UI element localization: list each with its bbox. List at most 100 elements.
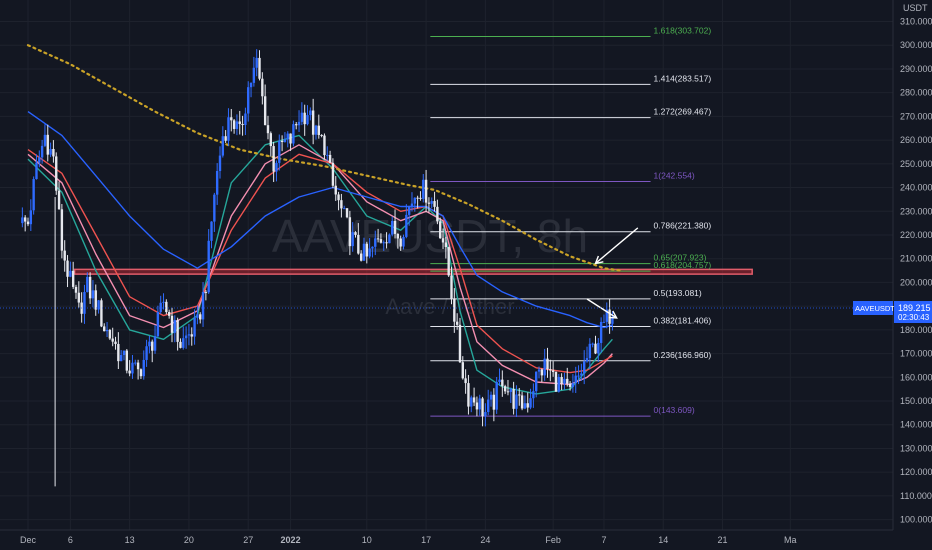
candle-body [283, 139, 287, 143]
y-tick-label: 140.000 [900, 420, 932, 430]
candle-body [362, 243, 366, 261]
candle-body [393, 220, 397, 234]
candle-body [210, 221, 213, 241]
candle-body [252, 67, 256, 83]
candle-body [382, 242, 385, 244]
candle-body [563, 378, 566, 384]
candle-body [249, 82, 253, 88]
candle-body [608, 309, 611, 324]
candle-body [71, 270, 75, 287]
candle-body [568, 383, 572, 387]
candle-body [221, 136, 225, 156]
moving-average-line [26, 44, 622, 272]
candle-body [343, 208, 346, 210]
fib-level-label: 0.382(181.406) [654, 316, 712, 326]
moving-average-line [27, 134, 613, 395]
candle-body [32, 179, 35, 211]
candle-body [331, 162, 335, 186]
fib-level-label: 0.786(221.380) [654, 221, 712, 231]
price-axis[interactable]: USDT 100.000 110.000 120.000 130.000 140.000… [900, 3, 932, 525]
candle-body [241, 123, 244, 126]
candle-body [201, 291, 205, 320]
candle-body [523, 403, 527, 409]
price-tag [894, 301, 932, 324]
candle-body [145, 346, 148, 360]
candle-body [368, 248, 371, 257]
x-tick-label: 10 [362, 535, 372, 545]
candle-body [537, 369, 541, 372]
candle-body [196, 314, 199, 318]
candle-body [193, 317, 196, 337]
candle-body [86, 276, 89, 293]
candle-body [546, 358, 549, 370]
candle-body [275, 162, 278, 172]
candle-body [151, 341, 154, 351]
candle-body [46, 134, 49, 155]
candle-body [26, 221, 30, 225]
candle-body [173, 320, 177, 333]
candle-body [125, 350, 129, 371]
candle-body [295, 124, 298, 126]
candle-body [560, 376, 563, 384]
candle-body [218, 155, 222, 171]
y-tick-label: 120.000 [900, 467, 932, 477]
candle-body [388, 234, 391, 244]
candle-body [326, 154, 329, 156]
fib-retracement[interactable]: 1.618(303.702) 1.414(283.517) 1.272(269.46… [430, 25, 712, 417]
candle-body [481, 398, 484, 417]
candle-body [611, 316, 614, 324]
candle-body [162, 301, 165, 303]
candle-body [484, 412, 487, 417]
candle-body [60, 209, 64, 251]
candle-body [100, 300, 103, 327]
candle-body [518, 394, 521, 396]
candle-body [266, 125, 270, 134]
y-tick-label: 110.000 [900, 491, 932, 501]
candle-body [230, 117, 233, 121]
annotation-arrows[interactable] [586, 227, 639, 319]
candle-body [337, 194, 340, 201]
candle-body [413, 197, 416, 204]
y-tick-label: 180.000 [900, 325, 932, 335]
candle-body [447, 247, 450, 276]
candle-body [478, 398, 481, 410]
y-tick-label: 310.000 [900, 17, 932, 27]
candle-body [108, 329, 112, 339]
candle-body [444, 242, 448, 248]
candle-body [599, 321, 603, 343]
candle-body [554, 371, 558, 392]
candle-body [470, 397, 473, 407]
y-tick-label: 280.000 [900, 88, 932, 98]
candle-body [374, 238, 377, 247]
candle-body [176, 320, 179, 342]
candle-body [263, 96, 267, 126]
candle-body [134, 362, 137, 364]
candle-body [52, 148, 55, 157]
candle-body [309, 110, 312, 116]
candle-body [292, 124, 295, 144]
candle-body [244, 113, 247, 126]
candle-body [131, 362, 134, 374]
candle-body [280, 140, 284, 143]
time-axis[interactable]: Dec 6 13 20 27 2022 10 17 24 Feb 7 14 21 Ma [20, 535, 797, 545]
fib-level-label: 1.272(269.467) [654, 107, 712, 117]
candle-body [453, 298, 456, 322]
resistance-zone[interactable] [73, 268, 753, 275]
candle-body [467, 383, 470, 407]
candle-body [77, 292, 81, 303]
candle-body [591, 343, 594, 345]
candle-body [49, 148, 52, 155]
candle-body [549, 369, 552, 371]
candle-body [261, 78, 264, 97]
candle-body [407, 206, 411, 215]
candle-body [557, 376, 560, 392]
candle-body [297, 121, 301, 126]
candle-body [258, 57, 261, 79]
candle-body [472, 397, 476, 403]
candle-body [371, 246, 374, 249]
candle-body [416, 197, 419, 199]
x-tick-label: 21 [718, 535, 728, 545]
fib-level-label: 0.65(207.923) [654, 253, 707, 263]
